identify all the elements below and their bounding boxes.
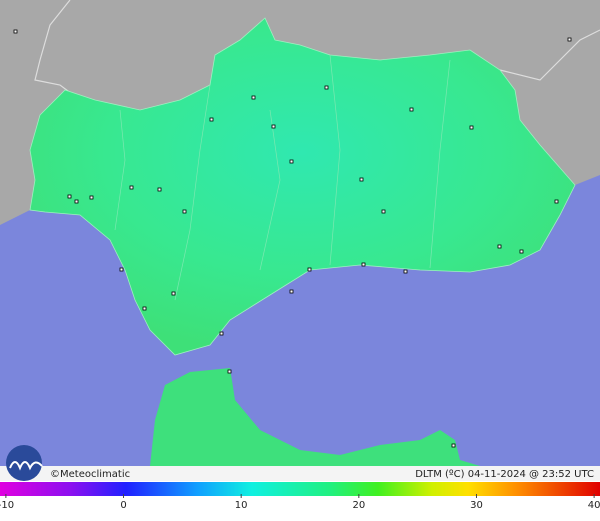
colorbar (0, 482, 600, 496)
stations (13, 29, 572, 448)
credit: ©Meteoclimatic (50, 469, 130, 480)
border (499, 29, 600, 81)
caption: DLTM (ºC) 04-11-2024 @ 23:52 UTC (415, 469, 594, 480)
tick-label: 30 (470, 500, 483, 511)
tick-label: 0 (120, 500, 126, 511)
tick-label: 40 (588, 500, 600, 511)
morocco (150, 368, 480, 466)
sea (0, 175, 600, 466)
map (0, 0, 600, 466)
border (34, 0, 81, 101)
tick-label: 20 (352, 500, 365, 511)
andalusia (29, 17, 576, 356)
tick-label: -10 (0, 500, 14, 511)
province-borders (114, 54, 451, 301)
caption-bar (0, 466, 600, 481)
logo (6, 445, 43, 481)
tick-label: 10 (235, 500, 248, 511)
